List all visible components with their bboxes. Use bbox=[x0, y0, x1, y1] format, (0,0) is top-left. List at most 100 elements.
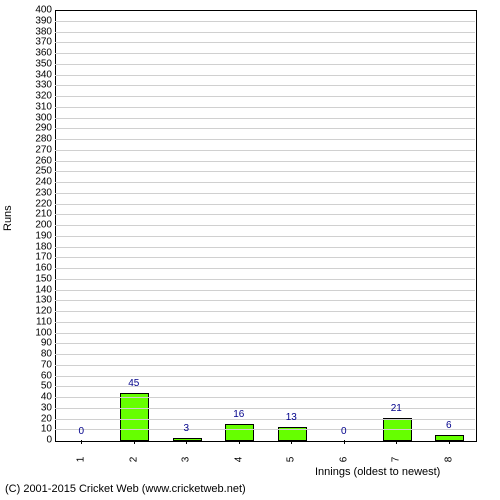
y-tick-label: 340 bbox=[22, 69, 52, 80]
x-axis-title: Innings (oldest to newest) bbox=[315, 466, 440, 478]
y-tick-label: 390 bbox=[22, 15, 52, 26]
x-tick-label: 5 bbox=[286, 457, 297, 463]
bar-value-label: 0 bbox=[61, 426, 101, 437]
y-tick-label: 100 bbox=[22, 327, 52, 338]
grid-line bbox=[55, 290, 475, 291]
y-tick-label: 360 bbox=[22, 48, 52, 59]
bar-value-label: 3 bbox=[166, 423, 206, 434]
x-tick-mark bbox=[396, 440, 397, 444]
grid-line bbox=[55, 268, 475, 269]
y-tick-label: 320 bbox=[22, 91, 52, 102]
y-tick-label: 40 bbox=[22, 392, 52, 403]
grid-line bbox=[55, 182, 475, 183]
grid-line bbox=[55, 171, 475, 172]
grid-line bbox=[55, 107, 475, 108]
y-tick-label: 300 bbox=[22, 112, 52, 123]
y-tick-label: 10 bbox=[22, 424, 52, 435]
grid-line bbox=[55, 161, 475, 162]
grid-line bbox=[55, 193, 475, 194]
y-tick-label: 150 bbox=[22, 273, 52, 284]
y-tick-label: 70 bbox=[22, 359, 52, 370]
y-tick-label: 0 bbox=[22, 435, 52, 446]
y-tick-label: 190 bbox=[22, 230, 52, 241]
y-tick-label: 20 bbox=[22, 413, 52, 424]
bar-value-label: 16 bbox=[219, 409, 259, 420]
x-tick-mark bbox=[291, 440, 292, 444]
grid-line bbox=[55, 32, 475, 33]
grid-line bbox=[55, 225, 475, 226]
bar bbox=[120, 393, 149, 441]
x-tick-mark bbox=[186, 440, 187, 444]
grid-line bbox=[55, 96, 475, 97]
grid-line bbox=[55, 376, 475, 377]
y-tick-label: 140 bbox=[22, 284, 52, 295]
y-tick-label: 210 bbox=[22, 209, 52, 220]
y-tick-label: 270 bbox=[22, 144, 52, 155]
x-tick-mark bbox=[449, 440, 450, 444]
bar-value-label: 21 bbox=[376, 403, 416, 414]
grid-line bbox=[55, 42, 475, 43]
y-tick-label: 110 bbox=[22, 316, 52, 327]
grid-line bbox=[55, 354, 475, 355]
y-tick-label: 400 bbox=[22, 5, 52, 16]
y-tick-label: 220 bbox=[22, 198, 52, 209]
grid-line bbox=[55, 247, 475, 248]
grid-line bbox=[55, 139, 475, 140]
y-tick-label: 50 bbox=[22, 381, 52, 392]
grid-line bbox=[55, 419, 475, 420]
x-tick-label: 4 bbox=[233, 457, 244, 463]
bar bbox=[435, 435, 464, 441]
y-tick-label: 130 bbox=[22, 295, 52, 306]
grid-line bbox=[55, 204, 475, 205]
grid-line bbox=[55, 64, 475, 65]
bar bbox=[173, 438, 202, 441]
grid-line bbox=[55, 322, 475, 323]
grid-line bbox=[55, 311, 475, 312]
x-tick-label: 6 bbox=[338, 457, 349, 463]
grid-line bbox=[55, 257, 475, 258]
grid-line bbox=[55, 236, 475, 237]
y-tick-label: 310 bbox=[22, 101, 52, 112]
x-tick-mark bbox=[239, 440, 240, 444]
y-tick-label: 180 bbox=[22, 241, 52, 252]
y-tick-label: 280 bbox=[22, 134, 52, 145]
grid-line bbox=[55, 85, 475, 86]
grid-line bbox=[55, 279, 475, 280]
x-tick-mark bbox=[81, 440, 82, 444]
grid-line bbox=[55, 214, 475, 215]
grid-line bbox=[55, 333, 475, 334]
y-axis-title: Runs bbox=[2, 205, 14, 231]
x-tick-mark bbox=[134, 440, 135, 444]
y-tick-label: 370 bbox=[22, 37, 52, 48]
grid-line bbox=[55, 300, 475, 301]
y-tick-label: 30 bbox=[22, 402, 52, 413]
x-tick-label: 3 bbox=[181, 457, 192, 463]
grid-line bbox=[55, 397, 475, 398]
y-tick-label: 290 bbox=[22, 123, 52, 134]
bar-value-label: 0 bbox=[324, 426, 364, 437]
grid-line bbox=[55, 365, 475, 366]
y-tick-label: 250 bbox=[22, 166, 52, 177]
bar-value-label: 13 bbox=[271, 412, 311, 423]
x-tick-label: 7 bbox=[391, 457, 402, 463]
bar-value-label: 6 bbox=[429, 420, 469, 431]
y-tick-label: 170 bbox=[22, 252, 52, 263]
grid-line bbox=[55, 75, 475, 76]
bar-value-label: 45 bbox=[114, 378, 154, 389]
y-tick-label: 240 bbox=[22, 177, 52, 188]
y-tick-label: 260 bbox=[22, 155, 52, 166]
footer-copyright: (C) 2001-2015 Cricket Web (www.cricketwe… bbox=[5, 483, 246, 495]
y-tick-label: 120 bbox=[22, 306, 52, 317]
y-tick-label: 60 bbox=[22, 370, 52, 381]
x-tick-label: 1 bbox=[76, 457, 87, 463]
y-tick-label: 200 bbox=[22, 220, 52, 231]
bar bbox=[225, 424, 254, 441]
grid-line bbox=[55, 128, 475, 129]
y-tick-label: 90 bbox=[22, 338, 52, 349]
y-tick-label: 380 bbox=[22, 26, 52, 37]
y-tick-label: 350 bbox=[22, 58, 52, 69]
y-tick-label: 330 bbox=[22, 80, 52, 91]
x-tick-label: 2 bbox=[128, 457, 139, 463]
y-tick-label: 160 bbox=[22, 263, 52, 274]
y-tick-label: 230 bbox=[22, 187, 52, 198]
